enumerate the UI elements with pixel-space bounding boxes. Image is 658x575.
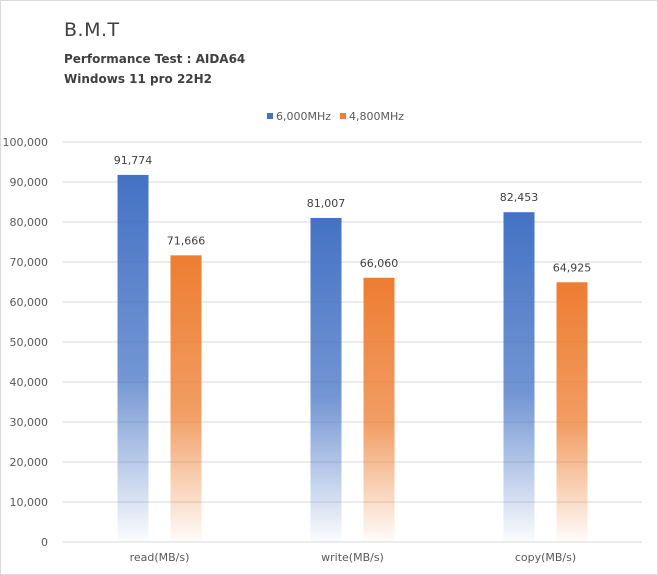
y-tick-label: 10,000 (10, 496, 49, 509)
y-tick-label: 50,000 (10, 336, 49, 349)
x-category-label: copy(MB/s) (515, 551, 576, 564)
legend-label: 4,800MHz (349, 110, 404, 123)
x-axis-category-labels: read(MB/s) write(MB/s) copy(MB/s) (130, 551, 577, 564)
chart-subtitle-line-1: Performance Test : AIDA64 (64, 52, 246, 66)
legend-label: 6,000MHz (276, 110, 331, 123)
data-label: 81,007 (307, 197, 346, 210)
gridlines (63, 141, 642, 543)
data-label: 82,453 (500, 191, 539, 204)
bar-series-1 (117, 174, 149, 543)
legend-item: 4,800MHz (340, 110, 404, 123)
legend-swatch (267, 113, 273, 119)
data-labels: 91,774 71,666 81,007 66,060 82,453 64,925 (114, 154, 592, 274)
y-tick-label: 60,000 (10, 296, 49, 309)
legend-item: 6,000MHz (267, 110, 331, 123)
x-category-label: write(MB/s) (321, 551, 384, 564)
y-tick-label: 70,000 (10, 256, 49, 269)
data-label: 66,060 (360, 257, 399, 270)
bar-series-2 (556, 282, 588, 542)
y-tick-label: 100,000 (3, 136, 49, 149)
y-tick-label: 0 (41, 536, 48, 549)
chart-title: B.M.T (64, 19, 120, 41)
legend-swatch (340, 113, 346, 119)
y-tick-label: 90,000 (10, 176, 49, 189)
x-category-label: read(MB/s) (130, 551, 190, 564)
data-label: 71,666 (167, 234, 206, 247)
legend: 6,000MHz 4,800MHz (267, 110, 404, 123)
y-tick-label: 20,000 (10, 456, 49, 469)
y-axis-tick-labels: 0 10,000 20,000 30,000 40,000 50,000 60,000 70,… (3, 136, 49, 549)
bar-series-1 (310, 217, 342, 543)
data-label: 64,925 (553, 261, 592, 274)
bar-series-1 (503, 212, 535, 543)
y-tick-label: 40,000 (10, 376, 49, 389)
chart-subtitle-line-2: Windows 11 pro 22H2 (64, 72, 213, 86)
y-tick-label: 80,000 (10, 216, 49, 229)
data-label: 91,774 (114, 154, 153, 167)
y-tick-label: 30,000 (10, 416, 49, 429)
bars (117, 174, 588, 543)
bar-series-2 (363, 277, 395, 542)
bar-series-2 (170, 255, 202, 542)
